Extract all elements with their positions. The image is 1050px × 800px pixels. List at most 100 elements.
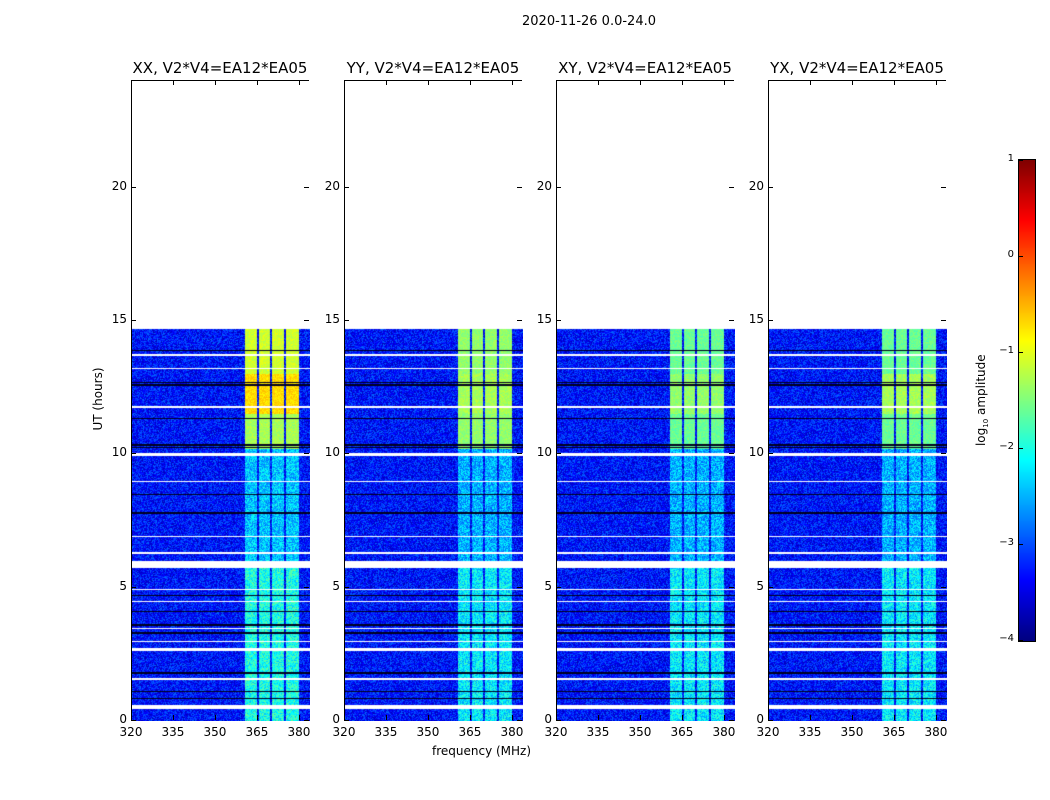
y-tick-mark bbox=[304, 586, 309, 588]
x-tick-mark bbox=[639, 80, 641, 85]
x-tick-label: 350 bbox=[203, 725, 227, 739]
y-tick-mark bbox=[941, 720, 946, 721]
colorbar-label: log10 amplitude bbox=[973, 354, 991, 447]
x-tick-mark bbox=[385, 80, 387, 85]
x-tick-mark bbox=[256, 80, 258, 85]
x-tick-label: 380 bbox=[924, 725, 948, 739]
colorbar-tick-label: −2 bbox=[999, 441, 1014, 452]
y-tick-label: 15 bbox=[111, 312, 127, 326]
x-tick-mark bbox=[851, 715, 853, 720]
panel-title: YX, V2*V4=EA12*EA05 bbox=[770, 59, 944, 77]
y-tick-mark bbox=[768, 186, 773, 188]
x-tick-mark bbox=[768, 715, 769, 720]
x-tick-mark bbox=[639, 715, 641, 720]
y-tick-label: 5 bbox=[544, 578, 552, 593]
colorbar-tick-label: −4 bbox=[999, 633, 1014, 644]
y-tick-mark bbox=[304, 720, 309, 721]
panel-xy-axes bbox=[556, 80, 735, 721]
x-tick-mark bbox=[556, 715, 557, 720]
x-tick-label: 365 bbox=[882, 725, 906, 739]
y-tick-mark bbox=[556, 720, 561, 721]
y-tick-label: 10 bbox=[536, 445, 552, 460]
x-tick-mark bbox=[893, 715, 895, 720]
y-tick-mark bbox=[517, 320, 522, 321]
x-tick-label: 365 bbox=[458, 725, 482, 739]
x-tick-mark bbox=[681, 80, 683, 85]
y-tick-label: 20 bbox=[748, 178, 764, 193]
x-tick-label: 335 bbox=[586, 725, 610, 739]
y-tick-mark bbox=[768, 453, 773, 455]
y-tick-mark bbox=[556, 320, 561, 321]
y-axis-label: UT (hours) bbox=[91, 367, 105, 431]
y-tick-mark bbox=[344, 586, 349, 588]
colorbar-tick-mark bbox=[1019, 160, 1023, 161]
y-tick-mark bbox=[729, 720, 734, 721]
colorbar-tick-label: 1 bbox=[1007, 153, 1014, 164]
x-tick-mark bbox=[723, 80, 725, 85]
y-tick-label: 10 bbox=[748, 445, 764, 460]
x-tick-label: 335 bbox=[374, 725, 398, 739]
x-tick-mark bbox=[469, 80, 471, 85]
x-tick-label: 320 bbox=[119, 725, 143, 739]
colorbar-tick-label: 0 bbox=[1007, 249, 1014, 260]
y-tick-label: 15 bbox=[536, 312, 552, 326]
y-tick-label: 5 bbox=[756, 578, 764, 593]
y-tick-mark bbox=[556, 453, 561, 455]
colorbar bbox=[1018, 159, 1036, 642]
y-tick-mark bbox=[517, 586, 522, 588]
y-tick-mark bbox=[729, 586, 734, 588]
y-tick-label: 0 bbox=[119, 712, 127, 726]
y-tick-label: 0 bbox=[756, 712, 764, 726]
x-tick-label: 350 bbox=[416, 725, 440, 739]
colorbar-tick-label: −1 bbox=[999, 345, 1014, 356]
panel-title: XY, V2*V4=EA12*EA05 bbox=[558, 59, 732, 77]
y-tick-mark bbox=[131, 186, 136, 188]
y-tick-mark bbox=[304, 186, 309, 188]
y-tick-label: 10 bbox=[111, 445, 127, 460]
x-tick-mark bbox=[385, 715, 387, 720]
y-tick-label: 20 bbox=[111, 178, 127, 193]
waterfall-heatmap bbox=[557, 81, 735, 721]
x-tick-mark bbox=[214, 715, 216, 720]
x-tick-mark bbox=[556, 80, 557, 85]
figure-title: 2020-11-26 0.0-24.0 bbox=[522, 14, 656, 29]
y-tick-label: 20 bbox=[536, 178, 552, 193]
y-tick-label: 0 bbox=[332, 712, 340, 726]
y-tick-label: 15 bbox=[324, 312, 340, 326]
x-tick-label: 365 bbox=[670, 725, 694, 739]
x-tick-mark bbox=[511, 80, 513, 85]
waterfall-heatmap bbox=[345, 81, 523, 721]
colorbar-tick-label: −3 bbox=[999, 537, 1014, 548]
panel-yy-axes bbox=[344, 80, 523, 721]
y-tick-mark bbox=[344, 186, 349, 188]
y-tick-label: 10 bbox=[324, 445, 340, 460]
y-tick-mark bbox=[729, 453, 734, 455]
y-tick-mark bbox=[768, 586, 773, 588]
y-tick-mark bbox=[131, 320, 136, 321]
x-tick-mark bbox=[809, 80, 811, 85]
y-tick-mark bbox=[131, 586, 136, 588]
y-tick-label: 5 bbox=[332, 578, 340, 593]
x-tick-label: 320 bbox=[756, 725, 780, 739]
y-tick-mark bbox=[517, 453, 522, 455]
x-tick-mark bbox=[344, 715, 345, 720]
x-tick-mark bbox=[511, 715, 513, 720]
panel-title: YY, V2*V4=EA12*EA05 bbox=[346, 59, 520, 77]
y-tick-mark bbox=[517, 186, 522, 188]
waterfall-heatmap bbox=[132, 81, 310, 721]
colorbar-tick-mark bbox=[1019, 256, 1023, 257]
y-tick-mark bbox=[556, 186, 561, 188]
y-tick-label: 0 bbox=[544, 712, 552, 726]
y-tick-mark bbox=[729, 320, 734, 321]
y-tick-label: 20 bbox=[324, 178, 340, 193]
x-tick-mark bbox=[809, 715, 811, 720]
x-tick-mark bbox=[298, 715, 300, 720]
y-tick-mark bbox=[941, 453, 946, 455]
y-tick-mark bbox=[344, 720, 349, 721]
x-tick-label: 380 bbox=[500, 725, 524, 739]
x-tick-mark bbox=[851, 80, 853, 85]
colorbar-tick-mark bbox=[1019, 352, 1023, 353]
x-tick-mark bbox=[298, 80, 300, 85]
x-tick-label: 320 bbox=[332, 725, 356, 739]
x-tick-mark bbox=[344, 80, 345, 85]
